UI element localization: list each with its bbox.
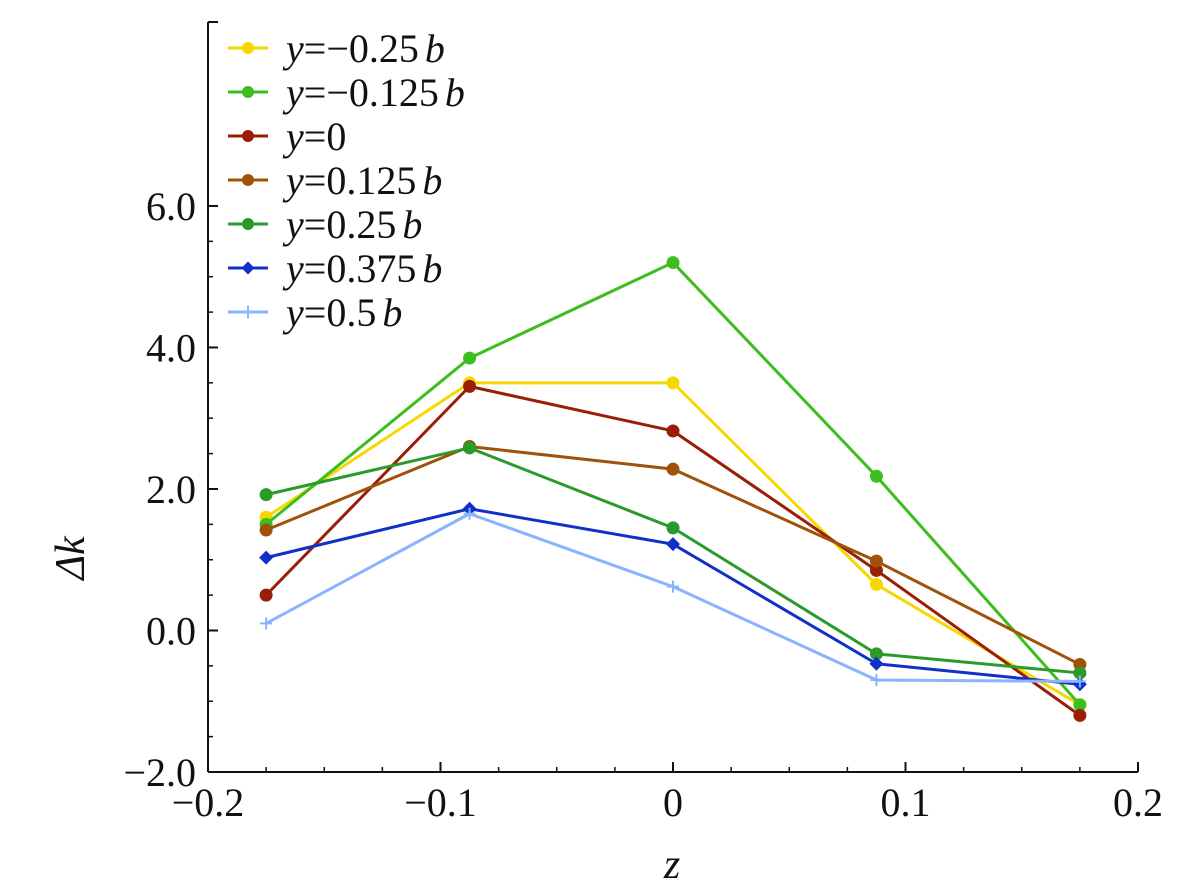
legend-marker (242, 86, 254, 98)
legend-value: =0.5 (304, 290, 377, 335)
legend-marker (242, 130, 254, 142)
legend-value: =−0.125 (304, 70, 439, 115)
data-point (259, 588, 273, 602)
legend-marker (242, 42, 254, 54)
data-point (259, 488, 273, 502)
data-point (1073, 666, 1087, 680)
y-tick-label: −2.0 (123, 750, 196, 795)
series-line (265, 507, 1081, 686)
axes: −2.0 0.0 2.0 4.0 6.0 −0.2 −0.1 0 0.1 0.2 (123, 21, 1163, 825)
legend-value: =−0.25 (304, 26, 419, 71)
data-point (869, 554, 883, 568)
data-point (666, 424, 680, 438)
legend-label: y=0 (282, 114, 346, 159)
legend-label: y=0.125 b (282, 158, 442, 203)
legend: y=−0.25 by=−0.125 by=0y=0.125 by=0.25 by=0.3… (228, 26, 465, 335)
legend-item: y=0.5 b (228, 290, 402, 335)
data-point (666, 537, 680, 552)
data-point (259, 523, 273, 537)
series-2 (259, 379, 1087, 722)
legend-value: =0.375 (304, 246, 417, 291)
data-point (869, 647, 883, 661)
legend-label: y=−0.25 b (282, 26, 445, 71)
legend-label: y=0.375 b (282, 246, 442, 291)
y-axis-title: Δk (48, 535, 94, 582)
y-tick-label: 2.0 (146, 467, 196, 512)
x-tick-label: −0.2 (172, 780, 245, 825)
data-point (869, 656, 884, 671)
series-1 (259, 256, 1087, 712)
legend-item: y=0.375 b (228, 246, 442, 291)
legend-label: y=−0.125 b (282, 70, 465, 115)
legend-value: =0.25 (304, 202, 397, 247)
data-point (1073, 675, 1086, 688)
data-point (463, 507, 476, 520)
legend-var: y (282, 158, 304, 203)
legend-var: y (282, 70, 304, 115)
legend-value: =0 (304, 114, 347, 159)
legend-unit: b (445, 70, 465, 115)
data-point (869, 578, 883, 591)
x-tick-label: 0.2 (1113, 780, 1163, 825)
data-point (869, 563, 883, 577)
legend-marker (242, 218, 254, 230)
legend-label: y=0.5 b (282, 290, 402, 335)
x-tick-label: 0 (663, 780, 683, 825)
legend-item: y=0 (228, 114, 346, 159)
legend-item: y=−0.125 b (228, 70, 465, 115)
data-point (870, 674, 883, 687)
series-line (265, 446, 1081, 675)
x-tick-label: −0.1 (404, 780, 477, 825)
data-point (667, 580, 679, 593)
y-tick-label: 0.0 (146, 608, 196, 653)
legend-marker (241, 305, 255, 319)
legend-var: y (282, 246, 304, 291)
x-axis-title: z (663, 842, 680, 888)
legend-item: y=0.25 b (228, 202, 422, 247)
y-tick-label: 4.0 (146, 325, 196, 370)
legend-value: =0.125 (304, 158, 417, 203)
legend-item: y=−0.25 b (228, 26, 445, 71)
legend-var: y (282, 202, 304, 247)
series-6 (260, 507, 1086, 688)
legend-unit: b (402, 202, 422, 247)
series-4 (259, 441, 1087, 680)
legend-var: y (282, 290, 304, 335)
legend-unit: b (382, 290, 402, 335)
legend-marker (242, 174, 254, 186)
legend-marker (241, 261, 255, 275)
legend-item: y=0.125 b (228, 158, 442, 203)
data-point (259, 550, 274, 565)
data-point (463, 441, 477, 455)
legend-var: y (282, 26, 304, 71)
legend-unit: b (422, 246, 442, 291)
data-point (463, 379, 477, 393)
legend-var: y (282, 114, 304, 159)
data-point (666, 521, 680, 535)
data-point (666, 462, 680, 476)
data-point (1073, 708, 1087, 722)
data-point (666, 376, 680, 390)
data-point (869, 469, 883, 483)
data-point (666, 256, 680, 270)
data-point (463, 351, 477, 365)
plot-area (259, 256, 1087, 722)
legend-unit: b (425, 26, 445, 71)
y-tick-label: 6.0 (146, 184, 196, 229)
legend-unit: b (422, 158, 442, 203)
data-point (260, 617, 273, 630)
data-point (1073, 698, 1087, 712)
legend-label: y=0.25 b (282, 202, 422, 247)
x-tick-label: 0.1 (881, 780, 931, 825)
